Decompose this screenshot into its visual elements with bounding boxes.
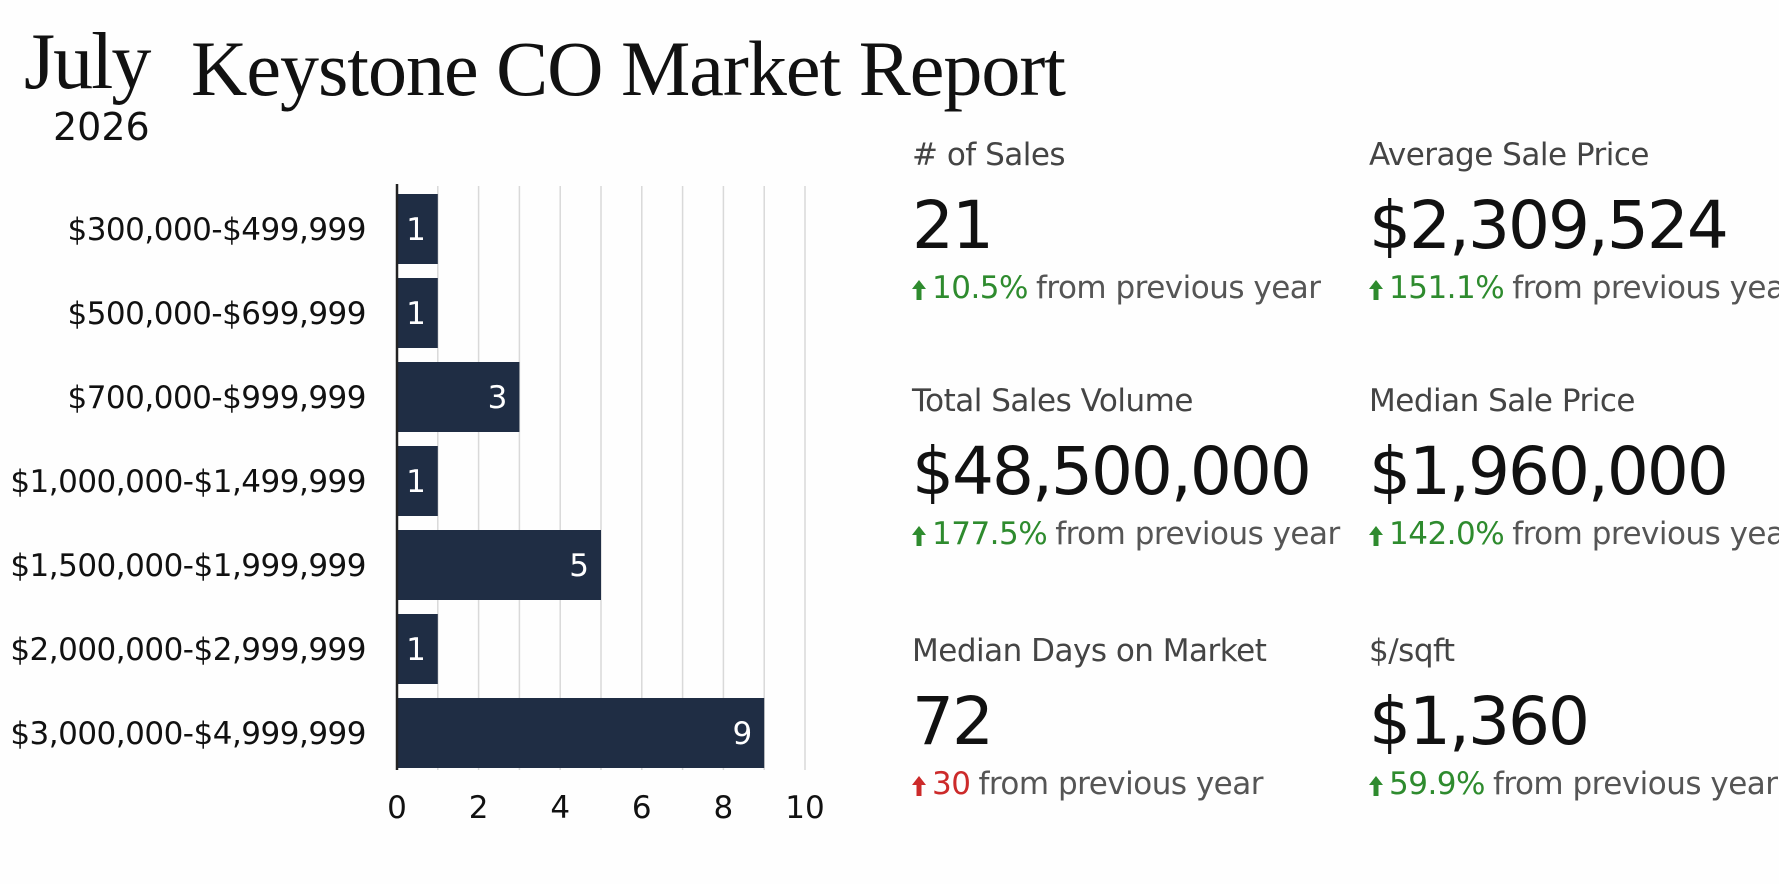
x-tick-label: 6 (632, 790, 652, 826)
bar-value-label: 1 (406, 212, 426, 248)
stat-change-suffix: from previous year (1055, 516, 1340, 552)
stat-change: 59.9% from previous year (1369, 769, 1779, 800)
arrow-up-icon (912, 776, 926, 796)
x-tick-label: 4 (550, 790, 570, 826)
stat-value: $2,309,524 (1369, 187, 1729, 264)
report-month: July (24, 18, 151, 106)
stat-label: Total Sales Volume (912, 383, 1193, 419)
stat-change-percent: 142.0% (1389, 516, 1505, 552)
stat-average-sale-price: Average Sale Price $2,309,524 151.1% from… (1369, 140, 1779, 304)
report-title: Keystone CO Market Report (191, 25, 1066, 112)
stat-change: 10.5% from previous year (912, 273, 1332, 304)
stat-label: $/sqft (1369, 633, 1455, 669)
arrow-up-icon (1369, 526, 1383, 546)
bar (397, 614, 438, 684)
stat-label: # of Sales (912, 137, 1066, 173)
stat-label: Median Days on Market (912, 633, 1267, 669)
stat-price-per-sqft: $/sqft $1,360 59.9% from previous year (1369, 636, 1779, 800)
bar (397, 698, 765, 768)
bar (397, 194, 438, 264)
stat-change-suffix: from previous year (1512, 270, 1779, 306)
stat-change: 142.0% from previous year (1369, 519, 1779, 550)
arrow-up-icon (1369, 776, 1383, 796)
report-year: 2026 (53, 105, 150, 149)
bar-value-label: 9 (732, 716, 752, 752)
stat-total-sales-volume: Total Sales Volume $48,500,000 177.5% fro… (912, 383, 1340, 552)
bar-value-label: 3 (488, 380, 508, 416)
bar-value-label: 5 (569, 548, 589, 584)
stat-value: $1,960,000 (1369, 433, 1729, 510)
stat-value: 72 (912, 683, 994, 760)
category-label: $700,000-$999,999 (67, 380, 366, 416)
category-label: $500,000-$699,999 (67, 296, 366, 332)
stat-change-suffix: from previous year (1512, 516, 1779, 552)
arrow-up-icon (912, 526, 926, 546)
stat-number-of-sales: # of Sales 21 10.5% from previous year (912, 140, 1332, 304)
stat-change: 30 from previous year (912, 769, 1332, 800)
stat-value: 21 (912, 187, 994, 264)
stat-change-percent: 10.5% (932, 270, 1028, 306)
stat-change: 177.5% from previous year (912, 516, 1340, 552)
arrow-up-icon (1369, 280, 1383, 300)
stat-change-suffix: from previous year (1035, 270, 1321, 306)
category-label: $300,000-$499,999 (67, 212, 366, 248)
x-tick-label: 0 (387, 790, 407, 826)
stat-change: 151.1% from previous year (1369, 273, 1779, 304)
stat-label: Median Sale Price (1369, 383, 1635, 419)
bar (397, 362, 520, 432)
category-label: $3,000,000-$4,999,999 (10, 716, 366, 752)
x-tick-label: 10 (785, 790, 824, 826)
category-label: $1,500,000-$1,999,999 (10, 548, 366, 584)
bar-value-label: 1 (406, 296, 426, 332)
stat-median-sale-price: Median Sale Price $1,960,000 142.0% from … (1369, 386, 1779, 550)
stat-median-days-on-market: Median Days on Market 72 30 from previous… (912, 636, 1332, 800)
price-range-bar-chart: 1 $300,000-$499,999 1 $500,000-$699,999 3 $70… (10, 184, 825, 826)
stat-change-suffix: from previous year (1492, 766, 1778, 802)
stat-value: $1,360 (1369, 683, 1590, 760)
bar (397, 446, 438, 516)
stat-change-percent: 177.5% (932, 516, 1048, 552)
stat-change-value: 30 (932, 766, 971, 802)
bar-value-label: 1 (406, 632, 426, 668)
stat-change-percent: 151.1% (1389, 270, 1505, 306)
stat-label: Average Sale Price (1369, 137, 1650, 173)
stat-change-percent: 59.9% (1389, 766, 1485, 802)
category-label: $1,000,000-$1,499,999 (10, 464, 366, 500)
arrow-up-icon (912, 280, 926, 300)
x-tick-label: 8 (714, 790, 734, 826)
bar (397, 278, 438, 348)
category-label: $2,000,000-$2,999,999 (10, 632, 366, 668)
bar (397, 530, 601, 600)
bar-value-label: 1 (406, 464, 426, 500)
stat-change-suffix: from previous year (978, 766, 1263, 802)
x-tick-label: 2 (469, 790, 489, 826)
stat-value: $48,500,000 (912, 433, 1312, 510)
